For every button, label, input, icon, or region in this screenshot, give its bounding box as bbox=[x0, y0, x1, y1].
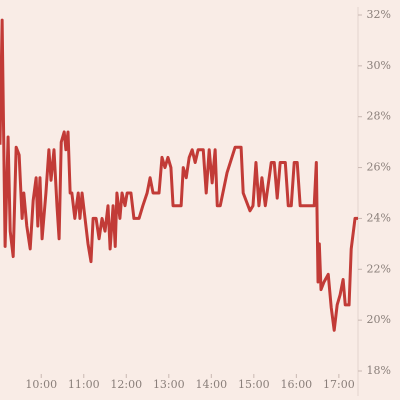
y-tick-label: 28% bbox=[367, 110, 391, 123]
y-tick-label: 22% bbox=[367, 262, 391, 275]
y-tick-label: 32% bbox=[367, 8, 391, 21]
x-tick-label: 11:00 bbox=[68, 378, 100, 391]
x-tick-label: 16:00 bbox=[280, 378, 312, 391]
y-tick-label: 26% bbox=[367, 161, 391, 174]
y-tick-label: 18% bbox=[367, 364, 391, 377]
y-tick-label: 30% bbox=[367, 59, 391, 72]
x-tick-label: 10:00 bbox=[25, 378, 57, 391]
y-tick-label: 20% bbox=[367, 313, 391, 326]
data-line bbox=[0, 18, 358, 332]
x-tick-label: 15:00 bbox=[238, 378, 270, 391]
x-tick-label: 14:00 bbox=[195, 378, 227, 391]
x-tick-label: 13:00 bbox=[153, 378, 185, 391]
x-tick-label: 12:00 bbox=[110, 378, 142, 391]
y-tick-label: 24% bbox=[367, 211, 391, 224]
x-tick-label: 17:00 bbox=[323, 378, 355, 391]
